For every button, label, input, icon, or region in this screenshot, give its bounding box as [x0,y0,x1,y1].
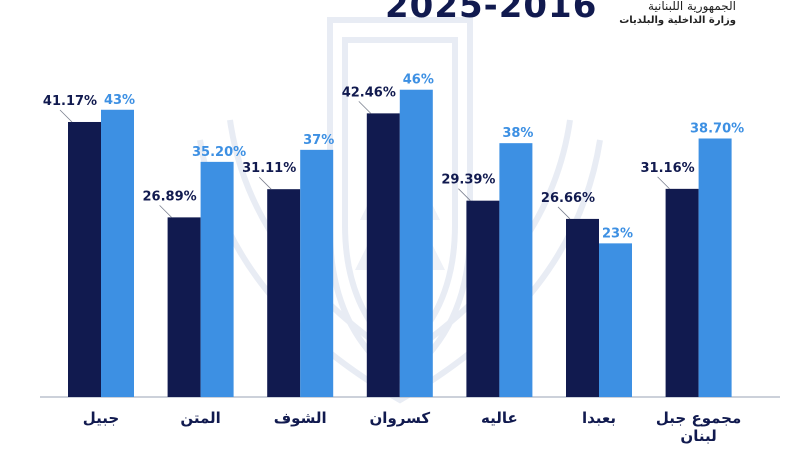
bar-light-5 [599,243,632,397]
category-label-6-line-1: لبنان [680,427,716,445]
data-label-light-4: 38% [502,126,533,141]
ministry-logo: الجمهورية اللبنانية وزارة الداخلية والبل… [619,0,736,28]
bar-light-3 [399,89,433,397]
data-label-dark-5: 26.66% [541,191,595,206]
bar-light-4 [499,143,533,397]
bar-dark-2 [267,189,301,397]
label-leader-dark-1 [159,205,172,218]
chart-title: 2025-2016 [385,0,598,26]
category-label-3: كسروان [370,409,431,427]
data-label-dark-1: 26.89% [143,189,197,204]
data-label-dark-0: 41.17% [43,94,97,109]
label-leader-dark-4 [458,188,471,201]
bar-light-6 [698,138,732,397]
data-label-light-3: 46% [403,73,434,88]
bar-dark-4 [466,200,500,397]
data-label-dark-3: 42.46% [342,85,396,100]
category-label-6-line-0: مجموع جبل [656,409,741,427]
bar-dark-5 [566,218,599,397]
category-label-2: الشوف [274,409,327,427]
label-leader-dark-0 [59,109,73,123]
data-label-dark-4: 29.39% [441,173,495,188]
data-label-light-5: 23% [602,226,633,241]
bar-dark-1 [167,217,201,397]
category-label-0: جبيل [83,409,119,427]
data-label-dark-6: 31.16% [641,161,695,176]
category-label-6: مجموع جبل لبنان [656,409,741,445]
category-label-5: بعبدا [582,409,616,427]
data-label-light-6: 38.70% [690,121,744,136]
bar-dark-3 [366,113,400,398]
logo-line-ministry: وزارة الداخلية والبلديات [619,15,736,26]
bar-dark-0 [68,121,101,397]
data-label-light-2: 37% [303,133,334,148]
label-leader-dark-2 [258,176,272,190]
category-label-1: المتن [180,409,220,427]
logo-line-republic: الجمهورية اللبنانية [647,0,736,13]
category-label-4: عاليه [481,409,518,427]
data-label-light-0: 43% [104,93,135,108]
bar-light-1 [200,161,234,397]
bar-light-0 [101,109,134,397]
label-leader-dark-5 [557,206,571,220]
label-leader-dark-3 [358,101,372,114]
bar-dark-6 [665,188,699,397]
label-leader-dark-6 [657,176,670,190]
bar-light-2 [300,149,334,397]
data-label-light-1: 35.20% [192,145,246,160]
data-label-dark-2: 31.11% [242,161,296,176]
